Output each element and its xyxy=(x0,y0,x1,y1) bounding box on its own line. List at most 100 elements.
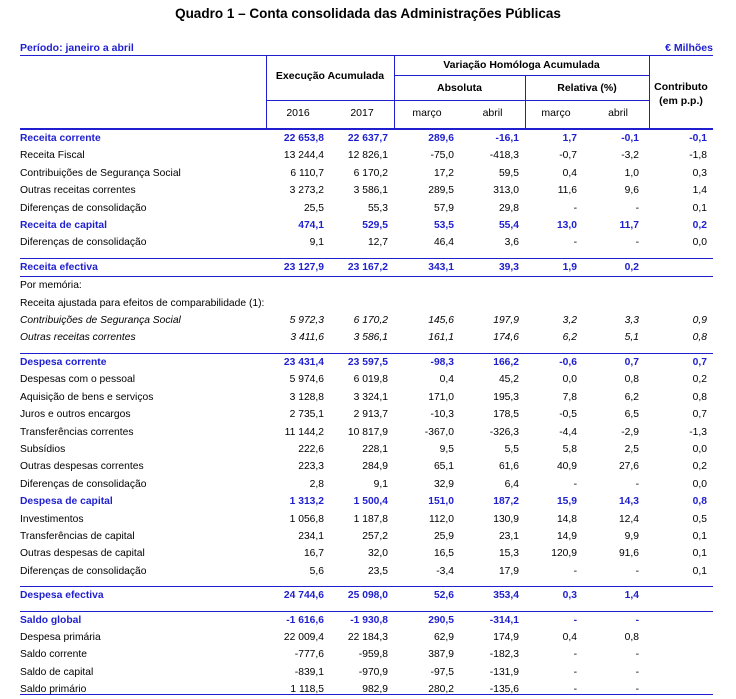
row-value xyxy=(394,295,460,312)
row-value: 0,8 xyxy=(692,496,707,508)
table-row: Despesas com o pessoal 5 974,6 6 019,8 0,4 4… xyxy=(20,371,713,388)
row-value: 22 653,8 xyxy=(266,129,330,148)
row-value: 112,0 xyxy=(428,513,454,525)
row-value: 12,4 xyxy=(618,513,639,525)
row-value: -0,6 xyxy=(525,352,587,372)
row-value: 0,8 xyxy=(624,374,639,386)
row-value: -97,5 xyxy=(430,666,454,678)
header-bottom-rule xyxy=(20,128,713,130)
row-value xyxy=(649,646,713,663)
row-value: 57,9 xyxy=(433,202,454,214)
row-value: 178,5 xyxy=(493,409,519,421)
row-value: 3 324,1 xyxy=(353,391,388,403)
row-value: 284,9 xyxy=(362,461,388,473)
row-value: 25 098,0 xyxy=(330,586,394,605)
row-label: Juros e outros encargos xyxy=(20,409,131,421)
unit-label: € Milhões xyxy=(665,42,713,54)
row-value: 3 411,6 xyxy=(290,332,324,344)
row-value: 9,1 xyxy=(309,237,324,249)
row-value: 174,9 xyxy=(493,631,519,643)
row-value: 257,2 xyxy=(362,530,388,542)
table-row: Diferenças de consolidação 25,5 55,3 57,9 29… xyxy=(20,200,713,217)
row-value: 222,6 xyxy=(298,443,324,455)
row-value: 22 009,4 xyxy=(283,631,324,643)
row-value: 29,8 xyxy=(498,202,519,214)
row-value: 0,1 xyxy=(692,565,707,577)
header-hline xyxy=(394,100,649,101)
row-value: 23 431,4 xyxy=(266,352,330,372)
row-label: Receita corrente xyxy=(20,129,266,148)
row-value xyxy=(587,276,649,295)
row-value: 0,8 xyxy=(692,332,707,344)
row-value: 0,0 xyxy=(692,443,707,455)
row-value xyxy=(266,295,330,312)
table-row: Juros e outros encargos 2 735,1 2 913,7 -10… xyxy=(20,406,713,423)
row-value: 234,1 xyxy=(298,530,324,542)
row-value: 11,6 xyxy=(557,185,577,197)
row-value: 5 972,3 xyxy=(289,315,324,327)
table-row: Contribuições de Segurança Social 6 110,7… xyxy=(20,165,713,182)
row-value: 6 170,2 xyxy=(353,167,388,179)
row-label: Despesa corrente xyxy=(20,352,266,372)
row-value: 9,5 xyxy=(439,443,454,455)
row-value: 2,5 xyxy=(624,443,639,455)
row-value: 1,0 xyxy=(624,167,639,179)
row-value: 10 817,9 xyxy=(347,426,388,438)
row-value: 1 056,8 xyxy=(289,513,324,525)
table-row: Despesa corrente 23 431,4 23 597,5 -98,3 166… xyxy=(20,352,713,372)
row-value: 1 500,4 xyxy=(353,496,388,508)
row-value: 91,6 xyxy=(618,548,639,560)
row-value: 0,2 xyxy=(692,374,707,386)
row-value xyxy=(266,276,330,295)
row-value: -1,8 xyxy=(689,150,707,162)
header-vline xyxy=(394,56,395,129)
row-value xyxy=(649,257,713,277)
row-value: 3 128,8 xyxy=(289,391,324,403)
row-value: 22 637,7 xyxy=(330,129,394,148)
row-value: 12,7 xyxy=(367,237,388,249)
row-value: 7,8 xyxy=(562,391,577,403)
header-marco-rel: março xyxy=(541,107,571,119)
row-value: 55,4 xyxy=(498,220,519,232)
table-row: Receita efectiva 23 127,9 23 167,2 343,1 39,… xyxy=(20,257,713,277)
row-label: Diferenças de consolidação xyxy=(20,237,147,249)
header-contributo: Contributo xyxy=(654,81,708,93)
row-value: 195,3 xyxy=(493,391,519,403)
row-value: 151,0 xyxy=(428,496,454,508)
row-value: -16,1 xyxy=(460,129,525,148)
row-value: -98,3 xyxy=(394,352,460,372)
row-value: -2,9 xyxy=(621,426,639,438)
row-label: Receita de capital xyxy=(20,220,107,232)
row-value: -970,9 xyxy=(358,666,388,678)
row-value: 387,9 xyxy=(428,649,454,661)
row-value: -326,3 xyxy=(489,426,519,438)
row-value: 1 313,2 xyxy=(289,496,324,508)
row-value: 0,1 xyxy=(692,202,707,214)
row-value: 228,1 xyxy=(362,443,388,455)
row-label: Despesa primária xyxy=(20,631,101,643)
period-label: Período: janeiro a abril xyxy=(20,42,134,54)
row-value: 0,0 xyxy=(562,374,577,386)
table-row: Receita ajustada para efeitos de compara… xyxy=(20,295,713,312)
row-value: 11,7 xyxy=(619,220,639,232)
table-row: Investimentos 1 056,8 1 187,8 112,0 130,9 14,… xyxy=(20,511,713,528)
row-value: 46,4 xyxy=(433,237,454,249)
row-value: 23,5 xyxy=(367,565,388,577)
row-value xyxy=(394,276,460,295)
row-value: 40,9 xyxy=(556,461,577,473)
row-value: 17,9 xyxy=(498,565,519,577)
row-value: 25,9 xyxy=(433,530,454,542)
row-value: 3 273,2 xyxy=(289,185,324,197)
row-label: Transferências de capital xyxy=(20,530,135,542)
row-value: 1 187,8 xyxy=(353,513,388,525)
row-value: 982,9 xyxy=(362,684,388,696)
header-marco-abs: março xyxy=(412,107,442,119)
row-value xyxy=(587,295,649,312)
table-row: Diferenças de consolidação 9,1 12,7 46,4 3,6… xyxy=(20,234,713,251)
row-value: 1,7 xyxy=(525,129,587,148)
header-relativa: Relativa (%) xyxy=(557,82,617,94)
table-row: Saldo corrente -777,6 -959,8 387,9 -182,3 - - xyxy=(20,646,713,663)
row-value: 13 244,4 xyxy=(283,150,324,162)
row-value: 0,1 xyxy=(692,530,707,542)
row-value xyxy=(649,610,713,629)
